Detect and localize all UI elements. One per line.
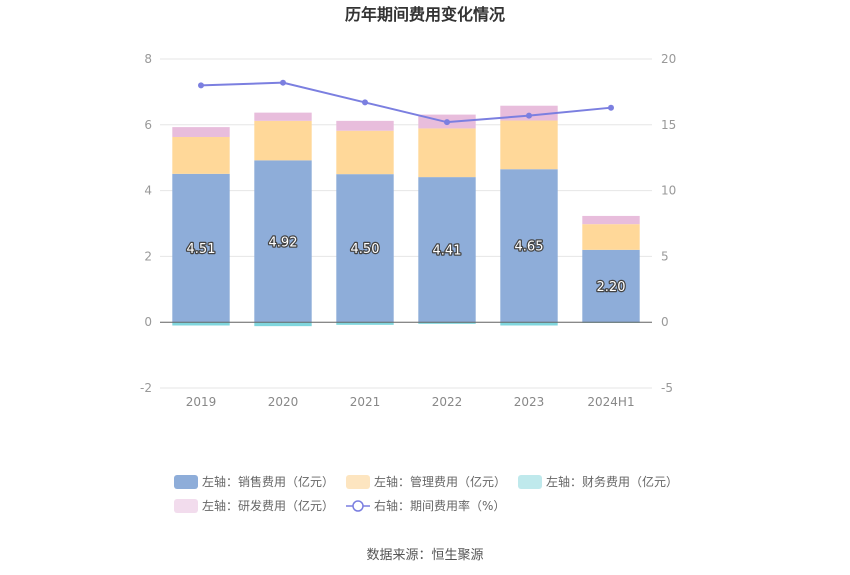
- bar-segment: [172, 173, 230, 323]
- y-right-tick-label: 5: [661, 249, 669, 263]
- legend-label: 左轴：财务费用（亿元）: [546, 474, 678, 489]
- y-left-tick-label: 8: [144, 52, 152, 66]
- bar-value-label: 4.65: [515, 240, 544, 255]
- bar-segment: [582, 224, 640, 250]
- rate-point: [444, 119, 450, 126]
- bar-segment: [418, 177, 476, 323]
- x-tick-label: 2021: [350, 395, 381, 409]
- legend-item: 左轴：管理费用（亿元）: [346, 474, 506, 489]
- bar-segment: [336, 174, 394, 323]
- bar-segment: [254, 120, 312, 161]
- legend-item: 左轴：研发费用（亿元）: [174, 498, 334, 513]
- rate-polyline: [200, 81, 612, 124]
- bar-value-label: 2.20: [597, 280, 626, 295]
- grid-lines: [160, 58, 652, 389]
- bar-value-label: 4.50: [351, 242, 380, 257]
- legend: 左轴：销售费用（亿元） 左轴：管理费用（亿元） 左轴：财务费用（亿元） 左轴：研发费用…: [174, 474, 678, 513]
- x-tick-label: 2024H1: [587, 395, 634, 409]
- y-left-tick-label: 6: [144, 118, 152, 132]
- legend-marker: [352, 500, 364, 512]
- bar-segment: [336, 322, 394, 325]
- legend-label: 右轴：期间费用率（%）: [374, 498, 505, 513]
- chart-title: 历年期间费用变化情况: [345, 5, 505, 24]
- bar-segment: [500, 169, 558, 323]
- rate-point: [526, 112, 532, 119]
- x-axis: 2019 2020 2021 2022 2023 2024H1: [186, 395, 635, 409]
- bar-segment: [172, 136, 230, 174]
- bar-segment: [254, 112, 312, 121]
- y-right-tick-label: 20: [661, 52, 676, 66]
- rate-point: [280, 79, 286, 86]
- legend-swatch: [518, 475, 542, 489]
- bar-segment: [336, 130, 394, 175]
- bar-value-label: 4.51: [187, 242, 216, 257]
- bar-segment: [254, 160, 312, 323]
- bar-segment: [418, 322, 476, 324]
- x-tick-label: 2023: [514, 395, 545, 409]
- legend-swatch: [174, 475, 198, 489]
- source-text: 数据来源：恒生聚源: [366, 548, 483, 563]
- y-left-tick-label: -2: [140, 381, 152, 395]
- legend-label: 左轴：研发费用（亿元）: [202, 498, 334, 513]
- bar-segment: [336, 120, 394, 131]
- rate-line: [198, 79, 614, 126]
- rate-point: [198, 82, 204, 89]
- y-left-tick-label: 2: [144, 249, 152, 263]
- y-right-tick-label: 15: [661, 118, 676, 132]
- bar-value-label: 4.41: [433, 244, 462, 259]
- bar-value-label: 4.92: [269, 235, 298, 250]
- rate-point: [608, 104, 614, 111]
- bar-segment: [500, 322, 558, 326]
- bar-segment: [418, 128, 476, 178]
- legend-item: 右轴：期间费用率（%）: [346, 498, 505, 513]
- bar-labels: 4.51 4.92 4.50 4.41 4.65 2.20: [185, 234, 626, 296]
- y-left-tick-label: 0: [144, 315, 152, 329]
- y-left-tick-label: 4: [144, 184, 152, 198]
- legend-label: 左轴：销售费用（亿元）: [202, 474, 334, 489]
- bar-segment: [582, 215, 640, 225]
- legend-swatch: [346, 475, 370, 489]
- y-right-tick-label: 0: [661, 315, 669, 329]
- legend-item: 左轴：财务费用（亿元）: [518, 474, 678, 489]
- bar-segment: [500, 120, 558, 170]
- bar-segment: [172, 322, 230, 326]
- x-tick-label: 2022: [432, 395, 463, 409]
- y-axis-right: 20 15 10 5 0 -5: [661, 52, 676, 395]
- y-right-tick-label: -5: [661, 381, 673, 395]
- legend-label: 左轴：管理费用（亿元）: [374, 474, 506, 489]
- x-tick-label: 2019: [186, 395, 217, 409]
- bar-segment: [172, 127, 230, 137]
- y-axis-left: 8 6 4 2 0 -2: [140, 52, 152, 395]
- y-right-tick-label: 10: [661, 184, 676, 198]
- legend-swatch: [174, 499, 198, 513]
- bar-segment: [254, 322, 312, 327]
- bars: [172, 105, 640, 327]
- x-tick-label: 2020: [268, 395, 299, 409]
- bar-segment: [582, 249, 640, 323]
- legend-item: 左轴：销售费用（亿元）: [174, 474, 334, 489]
- rate-point: [362, 99, 368, 106]
